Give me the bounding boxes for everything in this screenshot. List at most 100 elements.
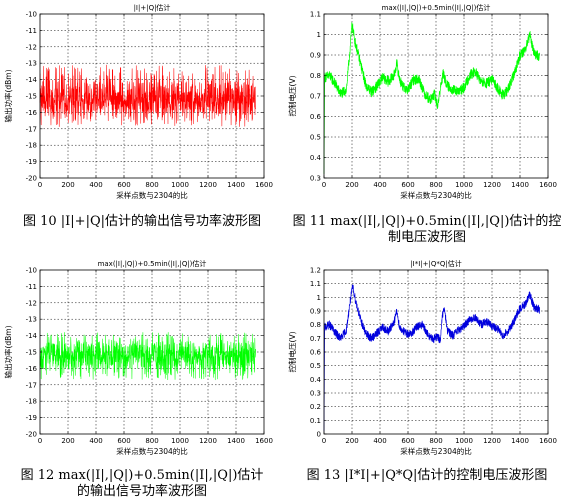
fig2-ytick-label-5: -15 [26,349,37,357]
fig3-ytick-label-7: 0.7 [310,335,321,343]
fig0-xtick-label-7: 1400 [227,181,245,189]
fig0-xtick-label-1: 200 [61,181,74,189]
fig1-xtick-label-6: 1200 [483,181,501,189]
fig3-ytick-label-9: 0.9 [310,308,321,316]
fig0-title: |I|+|Q|估计 [134,3,171,12]
fig0-xtick-label-4: 800 [145,181,158,189]
fig3-ytick-label-6: 0.6 [310,349,322,357]
fig1-series-0 [323,22,540,174]
fig3-ytick-label-3: 0.3 [310,390,321,398]
fig3-ytick-label-8: 0.8 [310,321,321,329]
fig3-series-0 [323,284,540,432]
fig3-xtick-label-3: 600 [401,437,414,445]
fig0-ytick-label-4: -14 [26,76,38,84]
fig3-title: |I*I|+|Q*Q|估计 [410,259,461,268]
fig2-title: max(|I|,|Q|)+0.5min(|I|,|Q|)估计 [98,259,207,268]
fig0-xtick-label-0: 0 [38,181,42,189]
fig0-series-0 [39,64,256,127]
fig1-title: max(|I|,|Q|)+0.5min(|I|,|Q|)估计 [382,3,491,12]
fig2-xtick-label-8: 1600 [255,437,273,445]
figure-12-caption: 图 12 max(|I|,|Q|)+0.5min(|I|,|Q|)估计的输出信号… [20,468,264,499]
fig0-ytick-label-8: -18 [26,142,37,150]
fig2-ytick-label-2: -12 [26,299,37,307]
fig1-ytick-label-7: 1 [317,31,321,39]
fig2-ytick-label-1: -11 [26,283,37,291]
fig0-ytick-label-6: -16 [26,109,38,117]
fig2-xtick-label-3: 600 [117,437,130,445]
fig3-xtick-label-5: 1000 [455,437,473,445]
fig1-ytick-label-4: 0.7 [310,93,321,101]
figure-12: 0 200 400 600 800 1000 1200 1400 1600 -10 -11 -12 -1… [0,256,284,461]
fig0-xtick-label-8: 1600 [255,181,273,189]
fig2-xtick-label-7: 1400 [227,437,245,445]
fig0-ytick-label-9: -19 [26,158,37,166]
fig0-xtick-label-6: 1200 [199,181,217,189]
fig1-ytick-label-0: 0.3 [310,175,321,183]
fig1-xtick-label-8: 1600 [539,181,557,189]
fig1-ylabel: 控制电压(V) [287,75,297,116]
fig2-ytick-label-4: -14 [26,332,38,340]
fig3-xlabel: 采样点数与2304的比 [400,446,472,456]
fig3-ytick-label-0: 0 [317,431,321,439]
figure-12-plot: 0 200 400 600 800 1000 1200 1400 1600 -10 -11 -12 -1… [3,259,273,456]
fig2-xtick-label-2: 400 [89,437,102,445]
fig3-ytick-label-11: 1.1 [310,280,321,288]
fig2-ytick-label-6: -16 [26,365,38,373]
fig1-xtick-label-5: 1000 [455,181,473,189]
fig0-ytick-label-2: -12 [26,43,37,51]
fig3-ytick-label-1: 0.1 [310,417,321,425]
fig0-ytick-label-1: -11 [26,27,37,35]
fig0-ytick-label-5: -15 [26,93,37,101]
fig1-ytick-label-6: 0.9 [310,52,321,60]
fig2-xtick-label-4: 800 [145,437,158,445]
fig3-ytick-label-5: 0.5 [310,362,321,370]
fig2-ytick-label-8: -18 [26,398,37,406]
fig3-xtick-label-1: 200 [345,437,358,445]
figure-10-caption: 图 10 |I|+|Q|估计的输出信号功率波形图 [22,214,261,229]
fig2-ytick-label-7: -17 [26,381,37,389]
figure-10: 0 200 400 600 800 1000 1200 1400 1600 -10 -11 -12 -1… [0,0,284,205]
fig2-xlabel: 采样点数与2304的比 [116,446,188,456]
fig3-ytick-label-12: 1.2 [310,267,321,275]
fig1-ytick-label-1: 0.4 [310,154,322,162]
fig2-ylabel: 输出功率(dBm) [3,325,13,378]
fig0-xtick-label-5: 1000 [171,181,189,189]
fig2-ytick-label-0: -10 [26,267,37,275]
fig1-xlabel: 采样点数与2304的比 [400,190,472,200]
fig0-ytick-label-3: -13 [26,60,37,68]
fig3-xtick-label-6: 1200 [483,437,501,445]
figure-13-caption: 图 13 |I*I|+|Q*Q|估计的控制电压波形图 [306,468,548,483]
fig2-ytick-label-9: -19 [26,414,37,422]
fig3-xtick-label-2: 400 [373,437,386,445]
fig3-xtick-label-0: 0 [322,437,326,445]
fig0-ytick-label-7: -17 [26,125,37,133]
fig3-xtick-label-8: 1600 [539,437,557,445]
fig3-ylabel: 控制电压(V) [287,331,297,372]
fig3-ytick-label-2: 0.2 [310,403,321,411]
figure-11-caption: 图 11 max(|I|,|Q|)+0.5min(|I|,|Q|)估计的控制电压… [292,214,562,245]
fig2-xtick-label-1: 200 [61,437,74,445]
figure-13-plot: 0 200 400 600 800 1000 1200 1400 1600 0 0.1 0.2 0.3 0… [287,259,557,456]
fig0-xtick-label-2: 400 [89,181,102,189]
fig3-xtick-label-4: 800 [429,437,442,445]
fig0-xlabel: 采样点数与2304的比 [116,190,188,200]
fig1-xtick-label-7: 1400 [511,181,529,189]
fig0-xtick-label-3: 600 [117,181,130,189]
fig1-xtick-label-0: 0 [322,181,326,189]
fig1-xtick-label-3: 600 [401,181,414,189]
fig1-ytick-label-3: 0.6 [310,113,322,121]
figure-11: 0 200 400 600 800 1000 1200 1400 1600 0.3 0.4 0.5 0.… [284,0,568,205]
figure-11-plot: 0 200 400 600 800 1000 1200 1400 1600 0.3 0.4 0.5 0.… [287,3,557,200]
fig3-xtick-label-7: 1400 [511,437,529,445]
fig2-xtick-label-0: 0 [38,437,42,445]
fig1-ytick-label-2: 0.5 [310,134,321,142]
figure-13: 0 200 400 600 800 1000 1200 1400 1600 0 0.1 0.2 0.3 0… [284,256,568,461]
fig2-series-0 [39,332,256,381]
fig1-ytick-label-5: 0.8 [310,72,321,80]
fig2-ytick-label-10: -20 [26,431,37,439]
fig1-ytick-label-8: 1.1 [310,11,321,19]
fig1-xtick-label-4: 800 [429,181,442,189]
fig2-xtick-label-6: 1200 [199,437,217,445]
fig0-ylabel: 输出功率(dBm) [3,69,13,122]
fig0-ytick-label-10: -20 [26,175,37,183]
